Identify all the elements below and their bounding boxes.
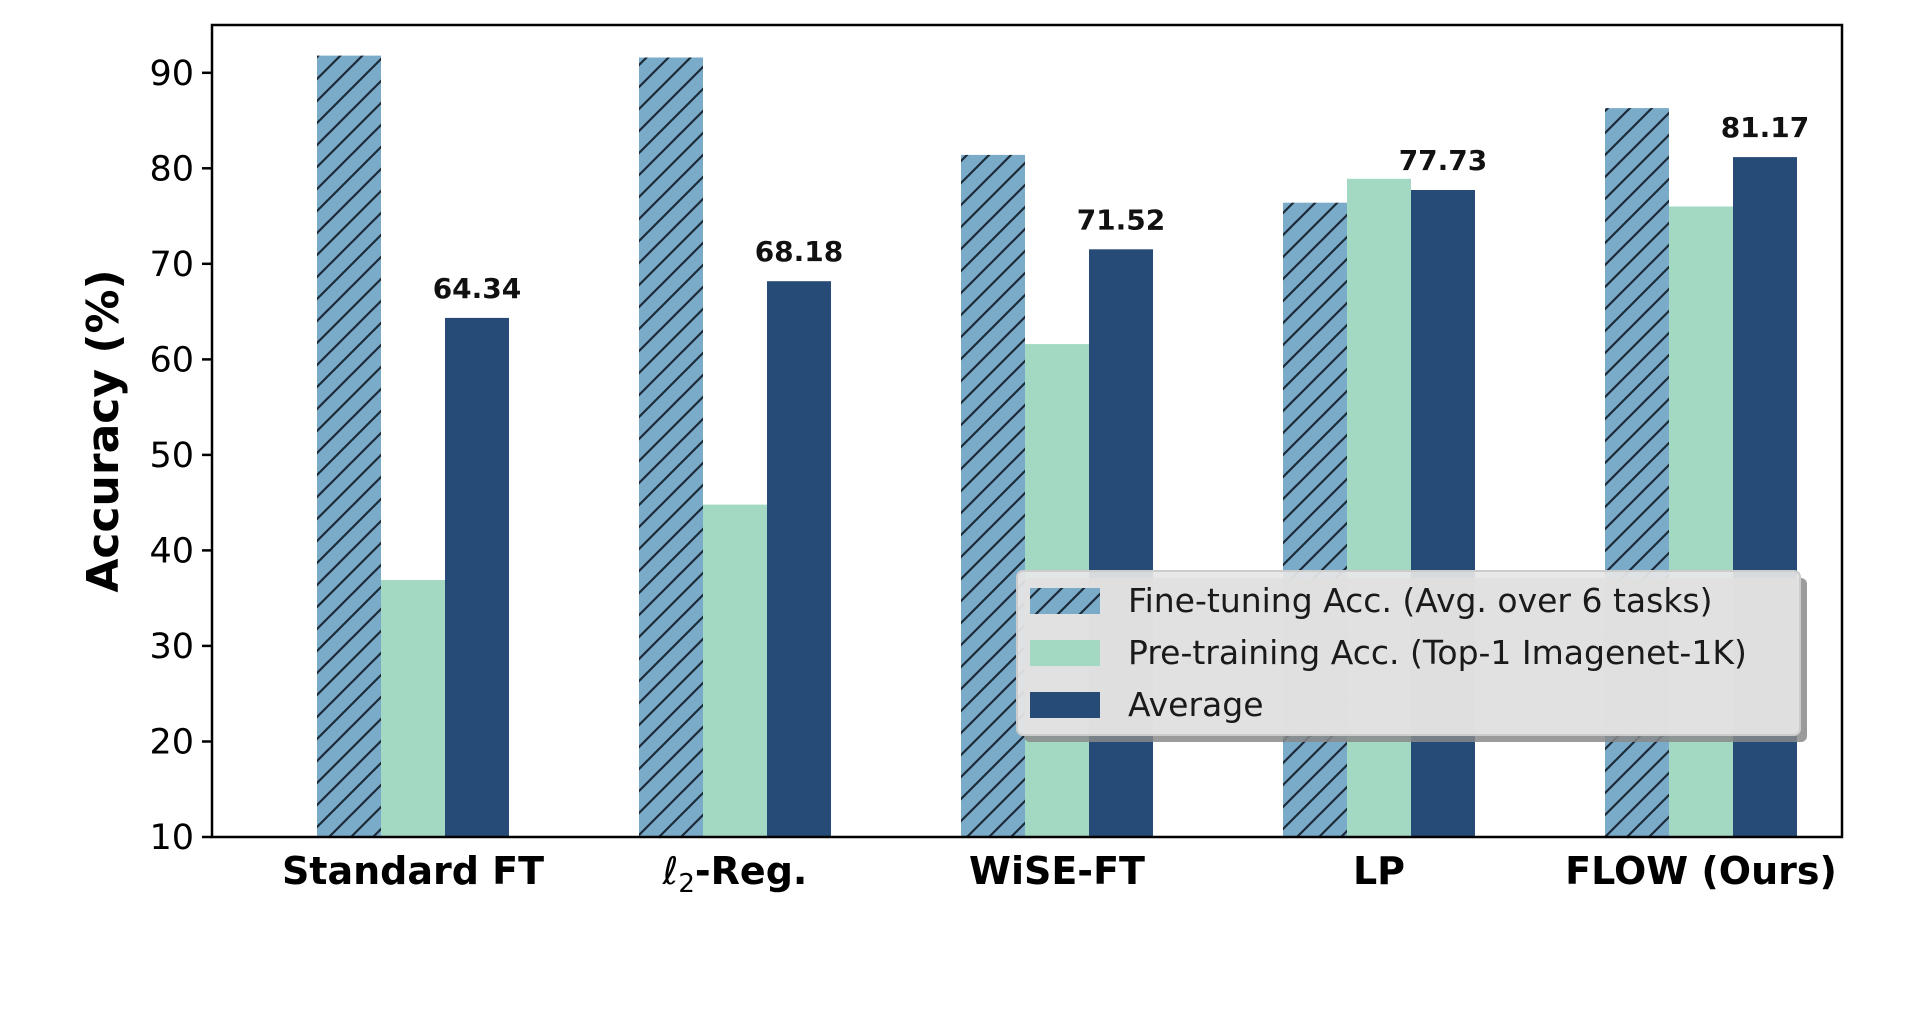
data-label-average-3: 71.52: [1077, 203, 1166, 236]
legend: Fine-tuning Acc. (Avg. over 6 tasks) Pre…: [1016, 570, 1807, 742]
data-label-average-1: 64.34: [433, 272, 522, 305]
y-tick-label-70: 70: [149, 245, 194, 285]
x-tick-label-3: WiSE-FT: [969, 849, 1145, 893]
y-tick-label-50: 50: [149, 436, 194, 476]
legend-swatch-average: [1030, 692, 1100, 718]
y-tick-label-10: 10: [149, 818, 194, 858]
legend-label-average: Average: [1128, 685, 1264, 724]
y-tick-label-90: 90: [149, 54, 194, 94]
data-labels-layer: 64.34 68.18 71.52 77.73 81.17: [433, 111, 1810, 305]
bar-average-1: [445, 317, 509, 837]
y-axis: 10 20 30 40 50 60 70 80 90: [149, 54, 212, 858]
y-tick-label-40: 40: [149, 531, 194, 571]
bar-pre-training-5: [1669, 206, 1733, 837]
legend-label-fine-tuning: Fine-tuning Acc. (Avg. over 6 tasks): [1128, 581, 1713, 620]
bar-average-3: [1089, 249, 1153, 838]
x-tick-label-2: ℓ2-Reg.: [662, 849, 808, 899]
y-axis-label: Accuracy (%): [78, 269, 129, 592]
plot-frame: [210, 23, 1844, 839]
bar-fine-tuning-1: [317, 55, 381, 838]
y-tick-label-60: 60: [149, 340, 194, 380]
legend-swatch-fine-tuning: [1030, 588, 1100, 614]
data-label-average-4: 77.73: [1399, 144, 1488, 177]
legend-label-pre-training: Pre-training Acc. (Top-1 Imagenet-1K): [1128, 633, 1747, 672]
x-tick-label-5: FLOW (Ours): [1565, 849, 1837, 893]
x-tick-label-4: LP: [1353, 849, 1405, 893]
legend-box: [1016, 570, 1801, 736]
x-axis: Standard FT ℓ2-Reg. WiSE-FT LP FLOW (Ours): [282, 849, 1837, 899]
bar-average-2: [767, 281, 831, 837]
data-label-average-2: 68.18: [755, 235, 844, 268]
bar-pre-training-2: [703, 504, 767, 837]
x-tick-label-1: Standard FT: [282, 849, 544, 893]
bar-pre-training-1: [381, 580, 445, 837]
bar-fine-tuning-3: [961, 154, 1025, 837]
y-tick-label-80: 80: [149, 149, 194, 189]
legend-swatch-pre-training: [1030, 640, 1100, 666]
y-tick-label-20: 20: [149, 723, 194, 763]
data-label-average-5: 81.17: [1721, 111, 1810, 144]
bar-fine-tuning-2: [639, 57, 703, 837]
y-tick-label-30: 30: [149, 627, 194, 667]
